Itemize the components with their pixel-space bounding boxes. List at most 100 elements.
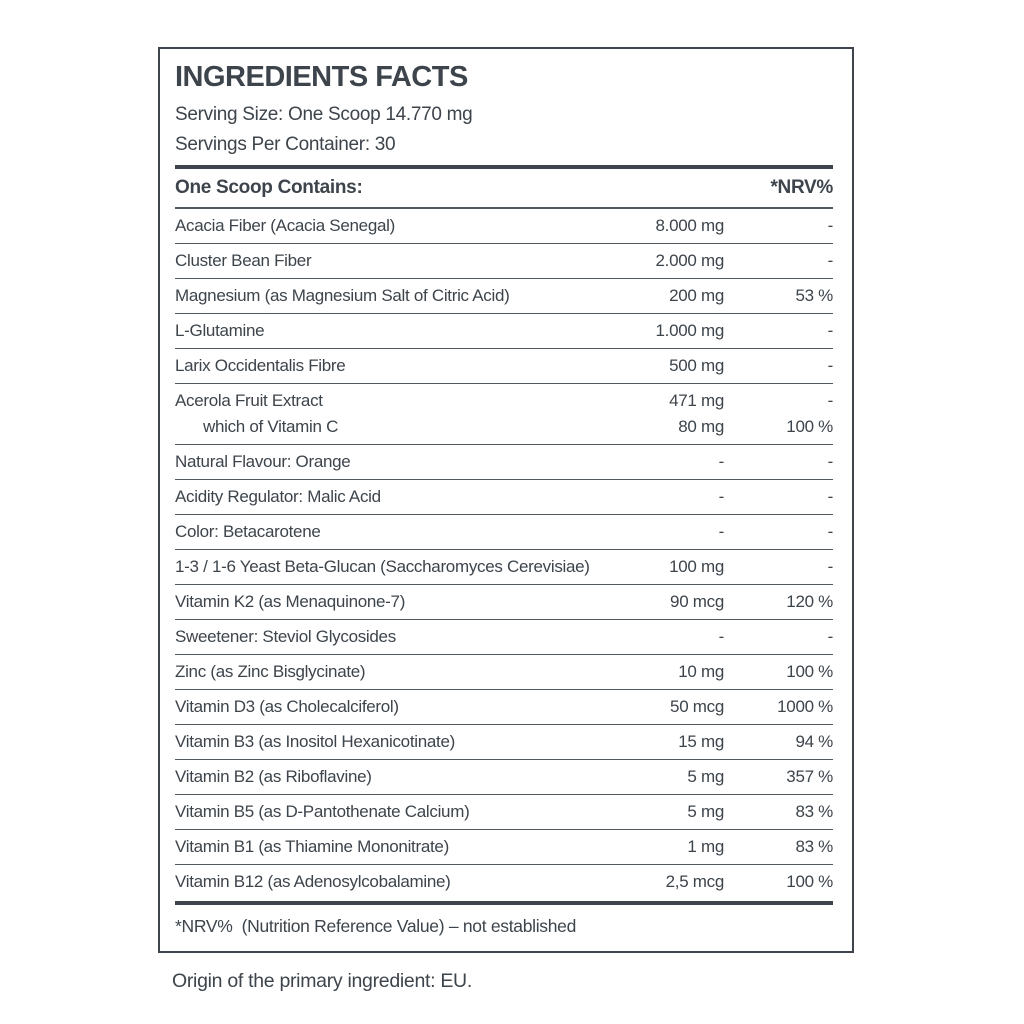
ingredient-amount: - — [718, 452, 725, 471]
ingredient-name: Vitamin B5 (as D-Pantothenate Calcium) — [175, 802, 470, 821]
ingredient-amount: 2.000 mg — [655, 251, 725, 270]
table-row: Vitamin B3 (as Inositol Hexanicotinate) … — [175, 725, 833, 760]
table-row: Vitamin B5 (as D-Pantothenate Calcium) 5… — [175, 795, 833, 830]
table-row-line: L-Glutamine 1.000 mg - — [175, 318, 833, 344]
table-row-line: Vitamin B5 (as D-Pantothenate Calcium) 5… — [175, 799, 833, 825]
table-row-line: Natural Flavour: Orange - - — [175, 449, 833, 475]
table-row-line: Acidity Regulator: Malic Acid - - — [175, 484, 833, 510]
ingredient-nrv: 1000 % — [777, 697, 833, 716]
serving-size-line: Serving Size: One Scoop 14.770 mg — [175, 104, 473, 125]
ingredient-amount: 200 mg — [669, 286, 724, 305]
table-row: Vitamin K2 (as Menaquinone-7) 90 mcg 120… — [175, 585, 833, 620]
table-row: Sweetener: Steviol Glycosides - - — [175, 620, 833, 655]
ingredient-nrv: 83 % — [795, 837, 833, 856]
ingredient-amount: 50 mcg — [670, 697, 724, 716]
table-row-line: Vitamin B1 (as Thiamine Mononitrate) 1 m… — [175, 834, 833, 860]
table-row: Natural Flavour: Orange - - — [175, 445, 833, 480]
nrv-footnote: *NRV% (Nutrition Reference Value) – not … — [175, 915, 577, 936]
table-row: Vitamin D3 (as Cholecalciferol) 50 mcg 1… — [175, 690, 833, 725]
ingredient-nrv: 83 % — [795, 802, 833, 821]
table-row-line: Sweetener: Steviol Glycosides - - — [175, 624, 833, 650]
table-row-line: Acerola Fruit Extract 471 mg - — [175, 388, 833, 414]
ingredient-nrv: - — [827, 487, 834, 506]
ingredient-name: Vitamin B2 (as Riboflavine) — [175, 767, 372, 786]
ingredient-table: Acacia Fiber (Acacia Senegal) 8.000 mg -… — [175, 209, 833, 899]
ingredient-amount: 15 mg — [678, 732, 724, 751]
ingredient-nrv: 94 % — [795, 732, 833, 751]
ingredient-amount: - — [718, 487, 725, 506]
table-row-line: Vitamin D3 (as Cholecalciferol) 50 mcg 1… — [175, 694, 833, 720]
ingredient-nrv: - — [827, 557, 834, 576]
ingredient-nrv: - — [827, 321, 834, 340]
ingredient-amount: 471 mg — [669, 391, 724, 410]
ingredient-name: Cluster Bean Fiber — [175, 251, 312, 270]
ingredient-nrv: - — [827, 356, 834, 375]
ingredient-nrv: 100 % — [786, 662, 833, 681]
table-row-line: Vitamin K2 (as Menaquinone-7) 90 mcg 120… — [175, 589, 833, 615]
divider-thick-bottom — [175, 901, 833, 905]
column-header-contains: One Scoop Contains: — [175, 177, 363, 198]
ingredient-name: 1-3 / 1-6 Yeast Beta-Glucan (Saccharomyc… — [175, 557, 590, 576]
table-row: Acacia Fiber (Acacia Senegal) 8.000 mg - — [175, 209, 833, 244]
table-row: Vitamin B2 (as Riboflavine) 5 mg 357 % — [175, 760, 833, 795]
table-row-line: Magnesium (as Magnesium Salt of Citric A… — [175, 283, 833, 309]
table-row-line: 1-3 / 1-6 Yeast Beta-Glucan (Saccharomyc… — [175, 554, 833, 580]
ingredient-name: Vitamin B1 (as Thiamine Mononitrate) — [175, 837, 449, 856]
table-row-line: Color: Betacarotene - - — [175, 519, 833, 545]
table-row-line: Zinc (as Zinc Bisglycinate) 10 mg 100 % — [175, 659, 833, 685]
ingredient-amount: - — [718, 522, 725, 541]
divider-thick-top — [175, 165, 833, 169]
table-header-row: One Scoop Contains: *NRV% — [175, 169, 833, 209]
ingredient-name: Vitamin B12 (as Adenosylcobalamine) — [175, 872, 451, 891]
table-row: Vitamin B1 (as Thiamine Mononitrate) 1 m… — [175, 830, 833, 865]
servings-per-container-line: Servings Per Container: 30 — [175, 134, 396, 155]
ingredient-amount: 80 mg — [678, 417, 724, 436]
ingredient-amount: 1 mg — [687, 837, 724, 856]
table-row-line: Cluster Bean Fiber 2.000 mg - — [175, 248, 833, 274]
ingredient-amount: - — [718, 627, 725, 646]
panel-title: INGREDIENTS FACTS — [175, 61, 468, 93]
ingredient-name: Vitamin D3 (as Cholecalciferol) — [175, 697, 399, 716]
ingredient-name: L-Glutamine — [175, 321, 265, 340]
table-row: Acidity Regulator: Malic Acid - - — [175, 480, 833, 515]
ingredient-amount: 10 mg — [678, 662, 724, 681]
ingredient-name: Magnesium (as Magnesium Salt of Citric A… — [175, 286, 510, 305]
ingredient-nrv: - — [827, 522, 834, 541]
ingredient-nrv: 357 % — [786, 767, 833, 786]
ingredient-amount: 100 mg — [669, 557, 724, 576]
ingredient-name: Zinc (as Zinc Bisglycinate) — [175, 662, 366, 681]
column-header-nrv: *NRV% — [770, 177, 833, 198]
ingredient-name: which of Vitamin C — [203, 417, 339, 436]
table-row-line: Vitamin B12 (as Adenosylcobalamine) 2,5 … — [175, 869, 833, 895]
ingredient-nrv: 100 % — [786, 872, 833, 891]
ingredient-name: Larix Occidentalis Fibre — [175, 356, 346, 375]
table-row: Color: Betacarotene - - — [175, 515, 833, 550]
ingredient-nrv: 53 % — [795, 286, 833, 305]
table-row: Acerola Fruit Extract 471 mg - which of … — [175, 384, 833, 445]
table-row: 1-3 / 1-6 Yeast Beta-Glucan (Saccharomyc… — [175, 550, 833, 585]
ingredient-amount: 1.000 mg — [655, 321, 725, 340]
origin-note: Origin of the primary ingredient: EU. — [172, 970, 472, 992]
ingredient-nrv: - — [827, 216, 834, 235]
ingredient-nrv: - — [827, 627, 834, 646]
table-row: Cluster Bean Fiber 2.000 mg - — [175, 244, 833, 279]
serving-info: Serving Size: One Scoop 14.770 mg Servin… — [175, 100, 833, 160]
ingredient-name: Sweetener: Steviol Glycosides — [175, 627, 396, 646]
ingredient-nrv: - — [827, 391, 834, 410]
table-row: Zinc (as Zinc Bisglycinate) 10 mg 100 % — [175, 655, 833, 690]
ingredient-name: Acidity Regulator: Malic Acid — [175, 487, 381, 506]
ingredient-amount: 2,5 mcg — [665, 872, 725, 891]
ingredient-nrv: - — [827, 251, 834, 270]
ingredient-amount: 500 mg — [669, 356, 724, 375]
table-row-line: Vitamin B3 (as Inositol Hexanicotinate) … — [175, 729, 833, 755]
ingredient-amount: 5 mg — [687, 802, 724, 821]
ingredient-nrv: - — [827, 452, 834, 471]
ingredient-amount: 5 mg — [687, 767, 724, 786]
ingredient-name: Acerola Fruit Extract — [175, 391, 323, 410]
ingredient-name: Natural Flavour: Orange — [175, 452, 351, 471]
ingredient-name: Acacia Fiber (Acacia Senegal) — [175, 216, 395, 235]
ingredient-nrv: 120 % — [786, 592, 833, 611]
ingredient-name: Color: Betacarotene — [175, 522, 321, 541]
ingredient-name: Vitamin B3 (as Inositol Hexanicotinate) — [175, 732, 455, 751]
table-row: L-Glutamine 1.000 mg - — [175, 314, 833, 349]
